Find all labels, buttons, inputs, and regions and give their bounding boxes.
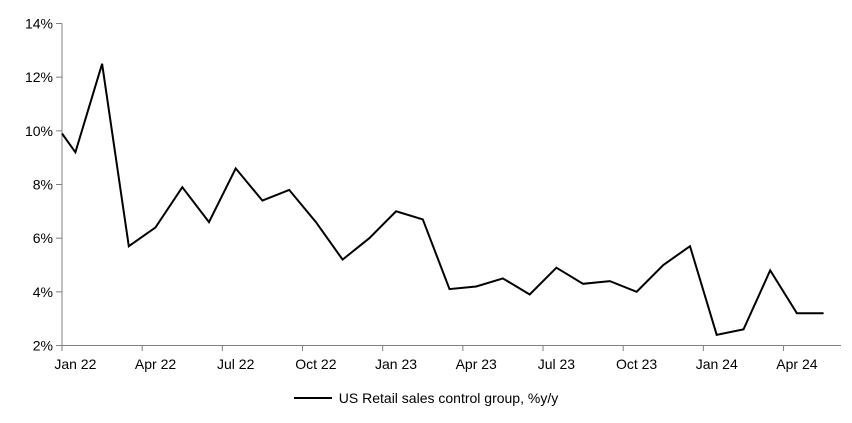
x-axis-tick-label: Jul 22 [217, 356, 255, 372]
legend-label: US Retail sales control group, %y/y [338, 390, 559, 406]
y-axis-tick-label: 8% [33, 177, 53, 193]
y-axis-tick-label: 6% [33, 230, 53, 246]
y-axis-tick-label: 10% [25, 123, 53, 139]
y-axis-tick-label: 2% [33, 338, 53, 354]
x-axis-tick-label: Oct 23 [616, 356, 657, 372]
legend-line-sample [293, 397, 332, 399]
y-axis-tick-label: 4% [33, 284, 53, 300]
x-axis-tick-label: Apr 22 [135, 356, 176, 372]
x-axis-tick-label: Jan 24 [696, 356, 738, 372]
legend: US Retail sales control group, %y/y [0, 390, 852, 406]
series-line [61, 63, 824, 336]
x-axis-tick-label: Oct 22 [295, 356, 336, 372]
y-axis-tick-label: 12% [25, 69, 53, 85]
y-axis-tick-label: 14% [25, 16, 53, 32]
x-axis-tick-label: Apr 23 [456, 356, 497, 372]
x-axis-tick-label: Jan 23 [375, 356, 417, 372]
x-axis-tick-label: Jul 23 [538, 356, 576, 372]
x-axis-tick-label: Jan 22 [54, 356, 96, 372]
x-axis-tick-label: Apr 24 [776, 356, 817, 372]
